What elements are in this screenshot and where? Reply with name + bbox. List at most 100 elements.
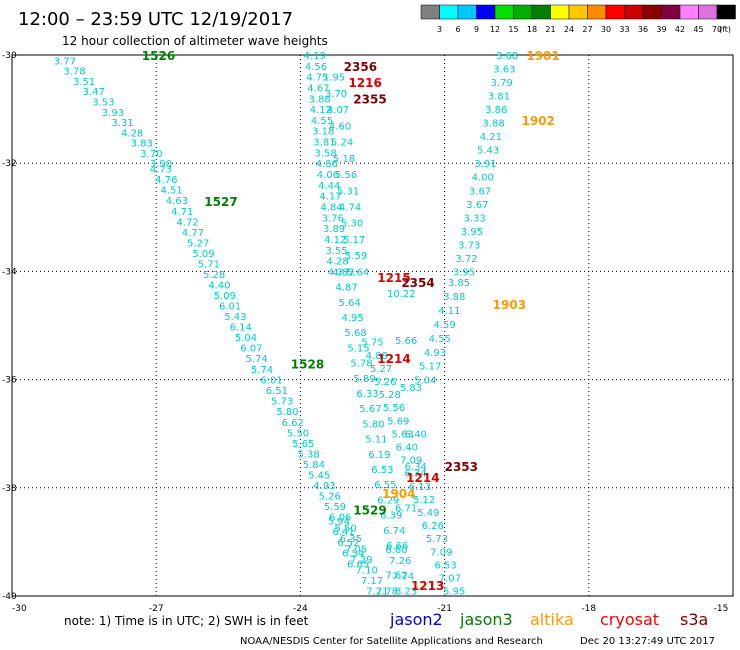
pass-label: 1213 bbox=[411, 579, 444, 593]
wave-height-value: 5.66 bbox=[395, 336, 417, 347]
wave-height-value: 8.23 bbox=[395, 587, 417, 598]
wave-height-value: 4.12 bbox=[324, 235, 346, 246]
wave-height-value: 3.86 bbox=[485, 105, 507, 116]
wave-height-value: 4.44 bbox=[318, 181, 340, 192]
wave-height-value: 3.79 bbox=[491, 78, 513, 89]
satellite-legend-jason3: jason3 bbox=[459, 610, 513, 629]
colorbar-swatch bbox=[661, 4, 681, 20]
wave-height-value: 5.38 bbox=[297, 449, 319, 460]
wave-height-value: 3.31 bbox=[111, 118, 133, 129]
wave-height-value: 3.88 bbox=[308, 94, 330, 105]
wave-height-value: 3.95 bbox=[453, 267, 475, 278]
colorbar-swatch bbox=[494, 4, 514, 20]
pass-label: 1902 bbox=[522, 114, 555, 128]
colorbar-label: 27 bbox=[582, 25, 592, 34]
wave-height-value: 5.68 bbox=[344, 328, 366, 339]
wave-height-value: 4.95 bbox=[341, 313, 363, 324]
footer-note: note: 1) Time is in UTC; 2) SWH is in fe… bbox=[64, 614, 309, 628]
wave-height-value: 3.18 bbox=[312, 127, 334, 138]
wave-height-value: 3.47 bbox=[83, 87, 105, 98]
wave-height-value: 5.69 bbox=[387, 416, 409, 427]
wave-height-value: 4.82 bbox=[333, 267, 355, 278]
wave-height-value: 5.09 bbox=[214, 291, 236, 302]
wave-height-value: 5.74 bbox=[251, 365, 273, 376]
chart-subtitle: 12 hour collection of altimeter wave hei… bbox=[62, 34, 328, 48]
wave-height-value: 4.06 bbox=[317, 170, 339, 181]
wave-height-value: 3.67 bbox=[466, 200, 488, 211]
pass-label: 2355 bbox=[353, 92, 386, 106]
wave-height-value: 5.26 bbox=[319, 492, 341, 503]
wave-height-value: 5.95 bbox=[443, 587, 465, 598]
wave-height-value: 6.52 bbox=[337, 538, 359, 549]
wave-height-value: 6.74 bbox=[383, 526, 405, 537]
pass-label: 1528 bbox=[291, 357, 324, 371]
colorbar-swatch bbox=[568, 4, 588, 20]
wave-height-value: 6.53 bbox=[434, 560, 456, 571]
wave-height-value: 5.63 bbox=[391, 429, 413, 440]
wave-height-value: 6.33 bbox=[356, 389, 378, 400]
colorbar-swatch bbox=[587, 4, 607, 20]
wave-height-value: 3.88 bbox=[482, 119, 504, 130]
wave-height-value: 4.63 bbox=[166, 196, 188, 207]
wave-height-value: 5.59 bbox=[324, 502, 346, 513]
colorbar-label: 15 bbox=[508, 25, 518, 34]
wave-height-value: 6.39 bbox=[380, 511, 402, 522]
axis-ticks: -30 -32 -34 -36 -38 -40 -30 -27 -24 -21 -18 -15 bbox=[2, 51, 728, 614]
wave-height-value: 4.51 bbox=[160, 186, 182, 197]
wave-height-value: 4.60 bbox=[329, 121, 351, 132]
wave-height-value: 5.71 bbox=[198, 259, 220, 270]
wave-height-value: 3.51 bbox=[73, 77, 95, 88]
wave-height-value: 6.55 bbox=[374, 480, 396, 491]
wave-height-value: 6.65 bbox=[347, 560, 369, 571]
pass-label: 1214 bbox=[377, 352, 410, 366]
wave-height-value: 6.14 bbox=[230, 323, 252, 334]
wave-height-value: 5.27 bbox=[370, 364, 392, 375]
wave-height-value: 6.34 bbox=[404, 469, 426, 480]
wave-height-value: 3.78 bbox=[63, 67, 85, 78]
pass-label: 1526 bbox=[142, 49, 175, 63]
wave-height-value: 5.12 bbox=[413, 495, 435, 506]
wave-height-value: 5.73 bbox=[271, 397, 293, 408]
y-tick-label: -30 bbox=[2, 51, 17, 61]
wave-height-value: 6.71 bbox=[395, 504, 417, 515]
wave-height-value: 6.35 bbox=[340, 534, 362, 545]
pass-label: 1527 bbox=[204, 195, 237, 209]
y-tick-label: -34 bbox=[2, 267, 17, 277]
wave-height-value: 4.72 bbox=[176, 217, 198, 228]
wave-height-value: 6.13 bbox=[409, 482, 431, 493]
y-tick-label: -38 bbox=[2, 484, 17, 494]
wave-height-value: 4.17 bbox=[319, 192, 341, 203]
wave-height-value: 7.29 bbox=[350, 555, 372, 566]
wave-height-value: 5.67 bbox=[359, 404, 381, 415]
wave-height-value: 6.41 bbox=[333, 527, 355, 538]
colorbar-label: 24 bbox=[564, 25, 574, 34]
wave-height-value: 4.27 bbox=[328, 267, 350, 278]
wave-height-value: 4.67 bbox=[307, 83, 329, 94]
wave-height-value: 7.62 bbox=[385, 570, 407, 581]
wave-height-value: 5.80 bbox=[276, 407, 298, 418]
colorbar-label: 21 bbox=[545, 25, 555, 34]
wave-height-value: 5.27 bbox=[187, 238, 209, 249]
wave-height-value: 3.76 bbox=[322, 213, 344, 224]
wave-height-value: 4.76 bbox=[155, 175, 177, 186]
colorbar-swatch bbox=[513, 4, 533, 20]
wave-height-value: 6.01 bbox=[219, 302, 241, 313]
y-tick-label: -32 bbox=[2, 159, 17, 169]
wave-height-value: 5.43 bbox=[477, 146, 499, 157]
colorbar-label: 9 bbox=[474, 25, 479, 34]
wave-height-value: 6.34 bbox=[405, 462, 427, 473]
wave-height-value: 5.24 bbox=[331, 138, 353, 149]
wave-height-value: 5.56 bbox=[383, 403, 405, 414]
x-tick-label: -30 bbox=[12, 604, 27, 614]
pass-label: 1529 bbox=[353, 503, 386, 517]
wave-height-value: 3.70 bbox=[325, 89, 347, 100]
colorbar-legend: 3 6 9 12 15 18 21 24 27 30 33 36 39 42 45 70(ft) bbox=[420, 4, 736, 34]
wave-height-value: 5.11 bbox=[365, 435, 387, 446]
wave-height-value: 5.49 bbox=[417, 508, 439, 519]
wave-height-value: 4.75 bbox=[306, 73, 328, 84]
wave-height-value: 5.28 bbox=[379, 390, 401, 401]
wave-height-value: 4.93 bbox=[313, 481, 335, 492]
wave-height-value: 4.00 bbox=[472, 173, 494, 184]
